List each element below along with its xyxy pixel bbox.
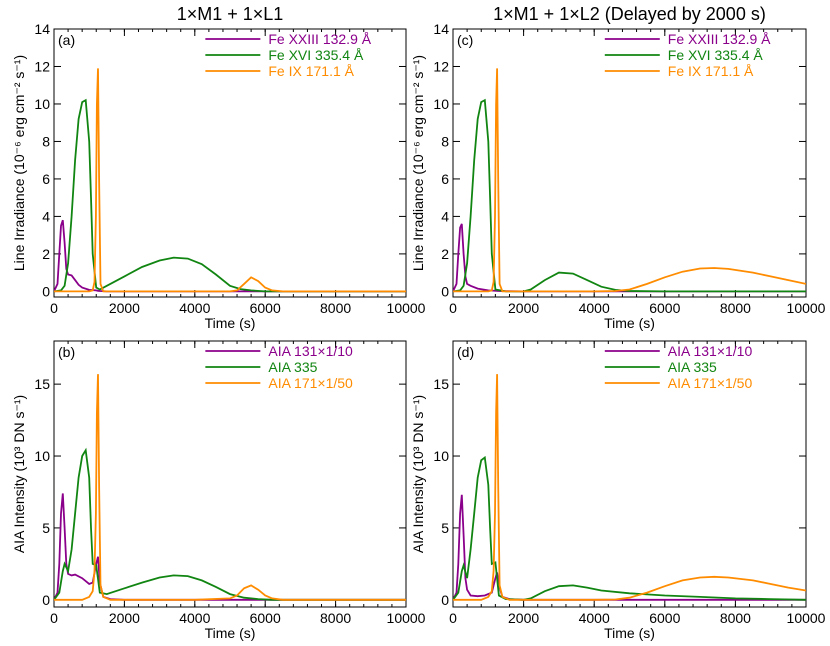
legend-entry: AIA 335 <box>668 359 717 375</box>
y-axis-label: AIA Intensity (10³ DN s⁻¹) <box>410 395 426 553</box>
x-tick-label: 6000 <box>250 610 281 626</box>
plot-frame <box>53 340 407 608</box>
legend-entry: AIA 131×1/10 <box>268 343 353 359</box>
series-line-3 <box>453 68 806 293</box>
x-tick-label: 2000 <box>109 300 140 316</box>
x-tick-label: 10000 <box>387 610 426 626</box>
y-axis-label: AIA Intensity (10³ DN s⁻¹) <box>11 395 27 553</box>
y-tick-label: 8 <box>42 133 50 149</box>
series-line-3 <box>54 68 406 293</box>
plot-frame <box>452 340 807 608</box>
x-tick-label: 2000 <box>508 300 539 316</box>
chart-panel-1: 0 2000 4000 6000 8000 10000 0 2 4 6 8 10 12 14 Time (s… <box>11 4 426 331</box>
y-tick-label: 12 <box>34 58 50 74</box>
y-tick-label: 14 <box>433 21 449 37</box>
legend-entry: AIA 131×1/10 <box>668 343 753 359</box>
panel-title: 1×M1 + 1×L2 (Delayed by 2000 s) <box>493 4 766 24</box>
x-tick-label: 4000 <box>179 610 210 626</box>
legend-entry: Fe XXIII 132.9 Å <box>268 31 371 47</box>
y-tick-label: 2 <box>441 246 449 262</box>
y-tick-label: 0 <box>42 283 50 299</box>
legend-entry: AIA 171×1/50 <box>268 375 353 391</box>
panel-label: (c) <box>457 32 473 48</box>
series-line-2 <box>54 98 406 293</box>
series-line-2 <box>54 447 406 601</box>
y-tick-label: 4 <box>42 208 50 224</box>
y-tick-label: 15 <box>34 376 50 392</box>
y-tick-label: 5 <box>42 520 50 536</box>
y-axis-label: Line Irradiance (10⁻⁶ erg cm⁻² s⁻¹) <box>11 55 27 271</box>
x-tick-label: 4000 <box>579 300 610 316</box>
series-line-2 <box>453 455 806 601</box>
series-line-1 <box>453 494 806 601</box>
y-tick-label: 4 <box>441 208 449 224</box>
x-tick-label: 4000 <box>179 300 210 316</box>
y-tick-label: 15 <box>433 376 449 392</box>
x-tick-label: 8000 <box>720 610 751 626</box>
y-tick-label: 10 <box>34 96 50 112</box>
y-tick-label: 10 <box>433 96 449 112</box>
y-tick-label: 2 <box>42 246 50 262</box>
x-tick-label: 8000 <box>320 300 351 316</box>
legend-entry: Fe XVI 335.4 Å <box>668 47 764 63</box>
x-axis-label: Time (s) <box>205 315 256 331</box>
x-tick-label: 0 <box>449 300 457 316</box>
series-line-3 <box>453 374 806 601</box>
panel-label: (b) <box>58 344 75 360</box>
plot-frame <box>53 28 407 298</box>
series-line-1 <box>54 493 406 601</box>
x-tick-label: 10000 <box>787 610 826 626</box>
series-line-1 <box>54 219 406 293</box>
chart-panel-4: 0 2000 4000 6000 8000 10000 0 5 10 15 Time (s) AIA … <box>410 340 826 641</box>
y-tick-label: 0 <box>42 592 50 608</box>
x-tick-label: 0 <box>449 610 457 626</box>
y-tick-label: 10 <box>433 448 449 464</box>
y-tick-label: 0 <box>441 592 449 608</box>
x-tick-label: 2000 <box>109 610 140 626</box>
series-line-2 <box>453 98 806 293</box>
panel-label: (d) <box>457 344 474 360</box>
y-tick-label: 6 <box>441 171 449 187</box>
y-axis-label: Line Irradiance (10⁻⁶ erg cm⁻² s⁻¹) <box>410 55 426 271</box>
x-tick-label: 8000 <box>720 300 751 316</box>
y-tick-label: 6 <box>42 171 50 187</box>
x-tick-label: 10000 <box>787 300 826 316</box>
chart-panel-3: 0 2000 4000 6000 8000 10000 0 5 10 15 Time (s) AIA … <box>11 340 426 641</box>
x-tick-label: 0 <box>50 610 58 626</box>
legend-entry: Fe IX 171.1 Å <box>268 63 354 79</box>
legend-entry: Fe XXIII 132.9 Å <box>668 31 771 47</box>
x-tick-label: 2000 <box>508 610 539 626</box>
legend-entry: AIA 335 <box>268 359 317 375</box>
y-tick-label: 14 <box>34 21 50 37</box>
x-axis-label: Time (s) <box>205 625 256 641</box>
panel-title: 1×M1 + 1×L1 <box>177 4 284 24</box>
y-tick-label: 10 <box>34 448 50 464</box>
x-axis-label: Time (s) <box>604 315 655 331</box>
x-tick-label: 4000 <box>579 610 610 626</box>
y-tick-label: 8 <box>441 133 449 149</box>
x-tick-label: 6000 <box>649 300 680 316</box>
y-tick-label: 12 <box>433 58 449 74</box>
y-tick-label: 5 <box>441 520 449 536</box>
x-axis-label: Time (s) <box>604 625 655 641</box>
x-tick-label: 10000 <box>387 300 426 316</box>
x-tick-label: 6000 <box>250 300 281 316</box>
plot-frame <box>452 28 807 298</box>
chart-panel-2: 0 2000 4000 6000 8000 10000 0 2 4 6 8 10 12 14 Time (s… <box>410 4 826 331</box>
series-line-1 <box>453 223 806 293</box>
legend-entry: Fe IX 171.1 Å <box>668 63 754 79</box>
legend-entry: AIA 171×1/50 <box>668 375 753 391</box>
legend-entry: Fe XVI 335.4 Å <box>268 47 364 63</box>
x-tick-label: 0 <box>50 300 58 316</box>
panel-label: (a) <box>58 32 75 48</box>
x-tick-label: 6000 <box>649 610 680 626</box>
x-tick-label: 8000 <box>320 610 351 626</box>
y-tick-label: 0 <box>441 283 449 299</box>
series-line-3 <box>54 374 406 601</box>
